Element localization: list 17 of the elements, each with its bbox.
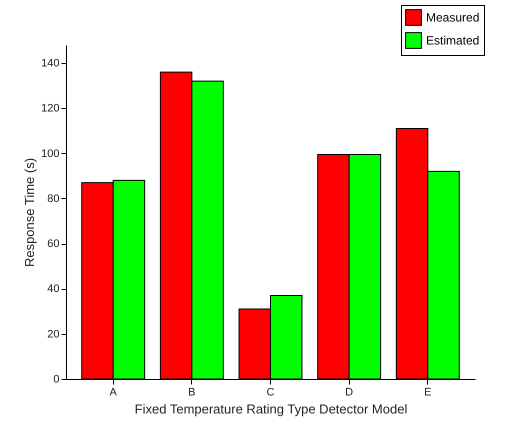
y-tick-label: 100 [41, 148, 60, 160]
y-tick-label: 0 [53, 374, 60, 386]
legend-label: Estimated [426, 34, 480, 48]
y-tick-label: 40 [47, 283, 60, 296]
y-tick-label: 80 [47, 192, 60, 205]
x-tick-label: E [424, 386, 432, 398]
y-axis-title: Response Time (s) [22, 158, 38, 268]
y-tick-label: 20 [47, 328, 60, 340]
y-tick-label: 60 [47, 238, 60, 250]
x-axis-title: Fixed Temperature Rating Type Detector Model [134, 402, 408, 416]
x-tick-label: B [188, 386, 196, 398]
y-tick-label: 120 [41, 102, 60, 115]
y-tick-label: 140 [41, 58, 60, 70]
legend-label: Measured [426, 10, 480, 24]
x-tick-label: C [266, 386, 275, 398]
x-tick-label: A [110, 386, 118, 398]
x-tick-label: D [345, 386, 354, 398]
